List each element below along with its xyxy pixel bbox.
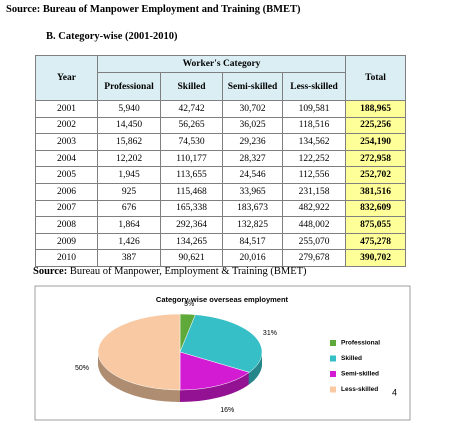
total-cell: 254,190 [345, 133, 406, 151]
page-number: 4 [392, 387, 397, 397]
category-header: Less-skilled [282, 72, 346, 101]
total-cell: 475,278 [345, 232, 406, 251]
category-header: Semi-skilled [222, 72, 283, 101]
total-cell: 390,702 [345, 249, 406, 267]
legend-label: Skilled [341, 355, 362, 362]
pie-slice [97, 313, 181, 391]
total-cell: 875,055 [345, 216, 406, 234]
total-cell: 381,516 [345, 182, 406, 201]
table-row: 2008 1,864 292,364 132,825 448,002 875,055 [35, 216, 406, 234]
value-label: 16% [220, 407, 234, 414]
legend-label: Professional [341, 340, 380, 347]
year-header: Year [35, 55, 98, 101]
legend-label: Less-skilled [341, 386, 378, 393]
source-label: Source: [33, 266, 68, 277]
legend-swatch [330, 386, 336, 393]
chart-title: Category-wise overseas employment [156, 295, 289, 304]
source-bottom: Source: Bureau of Manpower, Employment &… [33, 266, 307, 277]
value-label: 50% [75, 365, 89, 372]
total-cell: 272,958 [345, 149, 406, 168]
total-cell: 832,609 [345, 199, 406, 218]
table-row: 2001 5,940 42,742 30,702 109,581 188,965 [35, 100, 406, 118]
data-table: Year Worker's Category Total Professiona… [35, 55, 406, 267]
total-cell: 188,965 [345, 100, 406, 118]
legend-swatch [330, 340, 336, 346]
total-cell: 225,256 [345, 116, 406, 135]
source-top: Source: Bureau of Manpower Employment an… [6, 4, 301, 15]
category-header: Skilled [160, 72, 223, 101]
total-cell: 252,702 [345, 166, 406, 184]
source-text: Bureau of Manpower, Employment & Trainin… [69, 266, 307, 277]
table-row: 2003 15,862 74,530 29,236 134,562 254,190 [35, 133, 406, 151]
section-title: B. Category-wise (2001-2010) [46, 31, 178, 42]
value-label: 3% [184, 301, 194, 308]
table-row: 2005 1,945 113,655 24,546 112,556 252,702 [35, 166, 406, 184]
table-row: 2007 676 165,338 183,673 482,922 832,609 [35, 199, 406, 218]
value-label: 31% [263, 330, 277, 337]
legend-label: Semi-skilled [341, 371, 379, 378]
pie-slice [179, 351, 250, 391]
group-header: Worker's Category [97, 55, 346, 73]
total-header: Total [345, 55, 406, 101]
legend-swatch [330, 355, 336, 362]
table-row: 2010 387 90,621 20,016 279,678 390,702 [35, 249, 406, 267]
legend-swatch [330, 371, 336, 377]
table-cell: 2010 [35, 249, 98, 267]
table-row: 2004 12,202 110,177 28,327 122,252 272,958 [35, 149, 406, 168]
